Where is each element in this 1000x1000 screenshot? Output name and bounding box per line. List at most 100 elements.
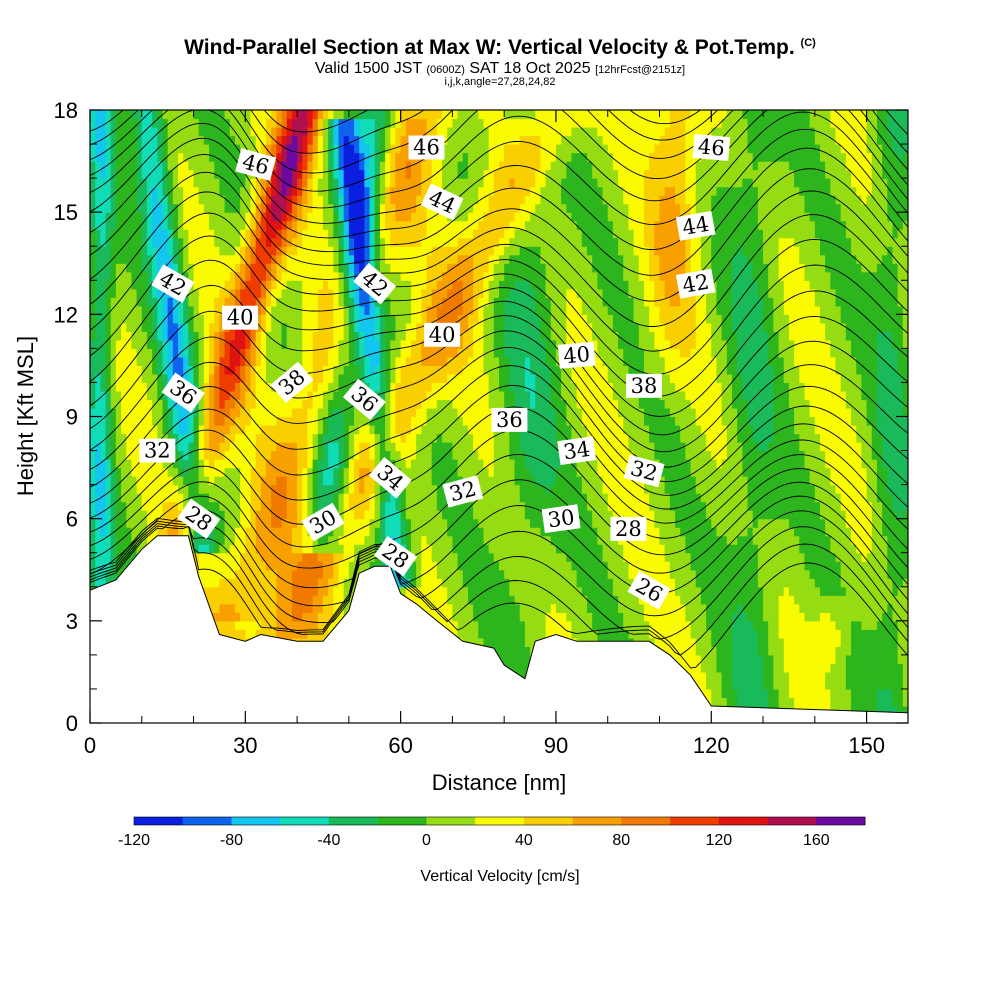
w-cell xyxy=(410,510,417,520)
w-cell xyxy=(146,390,153,401)
w-cell xyxy=(260,280,267,290)
w-cell xyxy=(219,373,226,384)
w-cell xyxy=(431,442,438,452)
w-cell xyxy=(234,527,241,537)
w-cell xyxy=(110,322,117,332)
w-cell xyxy=(271,561,277,571)
w-cell xyxy=(126,476,133,486)
w-cell xyxy=(297,510,303,520)
w-cell xyxy=(245,390,252,401)
w-cell xyxy=(431,544,438,554)
w-cell xyxy=(276,399,283,409)
w-cell xyxy=(260,195,267,205)
w-cell xyxy=(193,348,200,358)
w-cell xyxy=(178,135,184,145)
w-cell xyxy=(416,195,422,205)
w-cell xyxy=(188,110,195,120)
w-cell xyxy=(178,263,184,273)
w-cell xyxy=(90,288,96,298)
w-cell xyxy=(229,450,236,460)
w-cell xyxy=(390,331,397,341)
w-cell xyxy=(348,527,355,537)
w-cell xyxy=(157,152,164,162)
w-cell xyxy=(431,407,438,418)
w-cell xyxy=(390,220,397,230)
w-cell xyxy=(90,263,96,273)
w-cell xyxy=(255,127,262,137)
w-cell xyxy=(271,407,277,418)
w-cell xyxy=(198,450,205,460)
w-cell xyxy=(110,348,117,358)
w-cell xyxy=(240,476,246,486)
w-cell xyxy=(255,535,262,545)
w-cell xyxy=(379,195,386,205)
valid-time-line: Valid 1500 JST (0600Z) SAT 18 Oct 2025 [… xyxy=(0,60,1000,78)
w-cell xyxy=(359,348,365,358)
w-cell xyxy=(369,246,376,256)
w-cell xyxy=(271,501,277,511)
valid-utc: (0600Z) xyxy=(426,64,465,76)
w-cell xyxy=(152,331,158,341)
w-cell xyxy=(193,339,200,349)
w-cell xyxy=(126,356,133,367)
w-cell xyxy=(126,535,133,545)
w-cell xyxy=(229,442,236,452)
w-cell xyxy=(203,135,210,145)
w-cell xyxy=(364,246,371,256)
w-cell xyxy=(183,220,189,230)
w-cell xyxy=(390,365,397,375)
w-cell xyxy=(95,399,101,409)
w-cell xyxy=(224,263,231,273)
w-cell xyxy=(426,450,433,460)
w-cell xyxy=(136,203,143,213)
w-cell xyxy=(203,578,210,588)
w-cell xyxy=(260,450,267,460)
w-cell xyxy=(198,407,205,418)
w-cell xyxy=(255,331,262,341)
w-cell xyxy=(105,127,112,137)
w-cell xyxy=(193,263,200,273)
w-cell xyxy=(245,118,252,128)
w-cell xyxy=(90,356,96,367)
w-cell xyxy=(276,152,283,162)
w-cell xyxy=(146,263,153,273)
w-cell xyxy=(410,595,417,605)
w-cell xyxy=(203,535,210,545)
w-cell xyxy=(245,356,252,367)
w-cell xyxy=(385,237,391,247)
w-cell xyxy=(224,416,231,426)
w-cell xyxy=(395,493,402,503)
w-cell xyxy=(203,271,210,281)
w-cell xyxy=(291,127,298,137)
w-cell xyxy=(214,144,221,154)
w-cell xyxy=(188,229,195,239)
w-cell xyxy=(260,365,267,375)
w-cell xyxy=(307,586,314,596)
w-cell xyxy=(416,220,422,230)
w-cell xyxy=(110,399,117,409)
w-cell xyxy=(312,620,319,630)
w-cell xyxy=(110,459,117,469)
w-cell xyxy=(374,161,381,171)
w-cell xyxy=(328,348,334,358)
w-cell xyxy=(281,450,288,460)
w-cell xyxy=(198,203,205,213)
w-cell xyxy=(390,416,397,426)
w-cell xyxy=(266,450,272,460)
w-cell xyxy=(421,527,428,537)
w-cell xyxy=(400,467,407,477)
w-cell xyxy=(234,152,241,162)
w-cell xyxy=(198,578,205,588)
w-cell xyxy=(364,518,371,528)
w-cell xyxy=(146,127,153,137)
w-cell xyxy=(286,271,293,281)
w-cell xyxy=(405,416,412,426)
w-cell xyxy=(250,135,257,145)
w-cell xyxy=(405,467,412,477)
w-cell xyxy=(442,271,448,281)
w-cell xyxy=(266,552,272,562)
w-cell xyxy=(286,527,293,537)
w-cell xyxy=(405,297,412,307)
w-cell xyxy=(203,356,210,367)
